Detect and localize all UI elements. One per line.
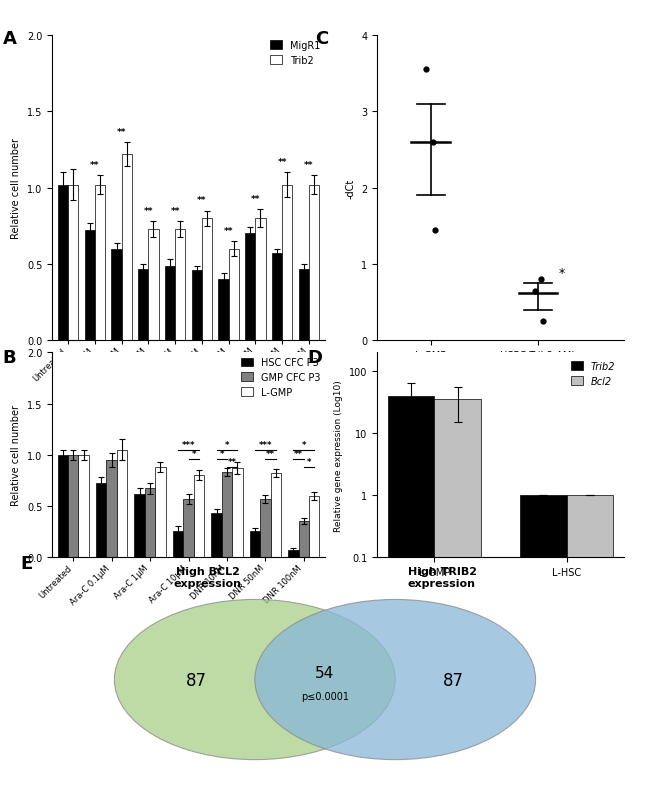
Y-axis label: Relative cell number: Relative cell number bbox=[11, 138, 21, 239]
Text: *: * bbox=[302, 440, 306, 449]
Bar bbox=[107, 460, 117, 557]
Text: A: A bbox=[3, 30, 17, 48]
Bar bbox=[211, 513, 222, 557]
Text: 87: 87 bbox=[186, 670, 207, 689]
Bar bbox=[68, 185, 78, 341]
Bar bbox=[183, 499, 194, 557]
Text: D: D bbox=[308, 349, 323, 367]
Text: **: ** bbox=[170, 207, 180, 216]
Y-axis label: Relative gene expression (Log10): Relative gene expression (Log10) bbox=[334, 379, 343, 531]
Bar bbox=[309, 185, 319, 341]
Text: **: ** bbox=[144, 207, 153, 216]
Bar bbox=[250, 532, 260, 557]
Text: *: * bbox=[220, 449, 224, 458]
Bar bbox=[58, 455, 68, 557]
Text: **: ** bbox=[278, 158, 287, 167]
Text: p≤0.0001: p≤0.0001 bbox=[301, 691, 349, 701]
Bar bbox=[135, 494, 145, 557]
Text: **: ** bbox=[294, 449, 303, 458]
Bar bbox=[520, 496, 567, 802]
Bar bbox=[289, 550, 298, 557]
Bar bbox=[148, 229, 159, 341]
Text: ***: *** bbox=[182, 440, 195, 449]
Text: **: ** bbox=[304, 161, 314, 170]
Bar bbox=[222, 472, 232, 557]
Bar bbox=[255, 219, 266, 341]
Bar bbox=[95, 185, 105, 341]
Bar bbox=[245, 234, 255, 341]
Bar bbox=[165, 266, 175, 341]
Text: 54: 54 bbox=[315, 666, 335, 680]
Text: 87: 87 bbox=[443, 670, 464, 689]
Bar bbox=[202, 219, 212, 341]
Bar bbox=[194, 476, 204, 557]
Bar bbox=[567, 496, 613, 802]
Bar bbox=[58, 185, 68, 341]
Text: **: ** bbox=[224, 227, 233, 236]
Bar bbox=[155, 468, 166, 557]
Bar bbox=[111, 249, 122, 341]
Bar bbox=[434, 399, 481, 802]
Text: *: * bbox=[192, 449, 196, 458]
Bar bbox=[272, 254, 282, 341]
Bar bbox=[84, 231, 95, 341]
Text: *: * bbox=[307, 457, 311, 467]
Text: E: E bbox=[21, 554, 33, 572]
Bar bbox=[138, 269, 148, 341]
Y-axis label: -dCt: -dCt bbox=[345, 178, 356, 199]
Text: B: B bbox=[3, 349, 16, 367]
Ellipse shape bbox=[114, 600, 395, 759]
Text: **: ** bbox=[251, 195, 260, 204]
Bar bbox=[117, 450, 127, 557]
Text: *: * bbox=[225, 440, 229, 449]
Legend: MigR1, Trib2: MigR1, Trib2 bbox=[270, 41, 320, 66]
Bar bbox=[260, 499, 270, 557]
Text: C: C bbox=[315, 30, 328, 48]
Bar bbox=[122, 155, 132, 341]
Bar bbox=[218, 280, 229, 341]
Bar bbox=[192, 271, 202, 341]
Bar bbox=[145, 489, 155, 557]
Legend: HSC CFC P3, GMP CFC P3, L-GMP: HSC CFC P3, GMP CFC P3, L-GMP bbox=[241, 358, 320, 398]
Y-axis label: Relative cell number: Relative cell number bbox=[11, 405, 21, 505]
Bar bbox=[270, 473, 281, 557]
Bar bbox=[282, 185, 293, 341]
Text: **: ** bbox=[266, 449, 275, 458]
Bar bbox=[175, 229, 185, 341]
Text: **: ** bbox=[227, 457, 237, 467]
Text: **: ** bbox=[90, 161, 99, 170]
Text: High BCL2
expression: High BCL2 expression bbox=[174, 567, 242, 589]
Text: **: ** bbox=[197, 196, 207, 205]
Bar bbox=[173, 532, 183, 557]
Bar bbox=[229, 249, 239, 341]
Text: High TRIB2
expression: High TRIB2 expression bbox=[408, 567, 476, 589]
Text: ***: *** bbox=[259, 440, 272, 449]
Text: *: * bbox=[558, 267, 565, 280]
Bar bbox=[298, 521, 309, 557]
Text: **: ** bbox=[117, 128, 126, 136]
Bar bbox=[232, 468, 242, 557]
Bar bbox=[309, 496, 319, 557]
Bar bbox=[68, 455, 79, 557]
Bar bbox=[79, 455, 88, 557]
Ellipse shape bbox=[255, 600, 536, 759]
Bar bbox=[388, 396, 434, 802]
Bar bbox=[96, 484, 107, 557]
Bar bbox=[299, 269, 309, 341]
Legend: Trib2, Bcl2: Trib2, Bcl2 bbox=[567, 358, 619, 391]
